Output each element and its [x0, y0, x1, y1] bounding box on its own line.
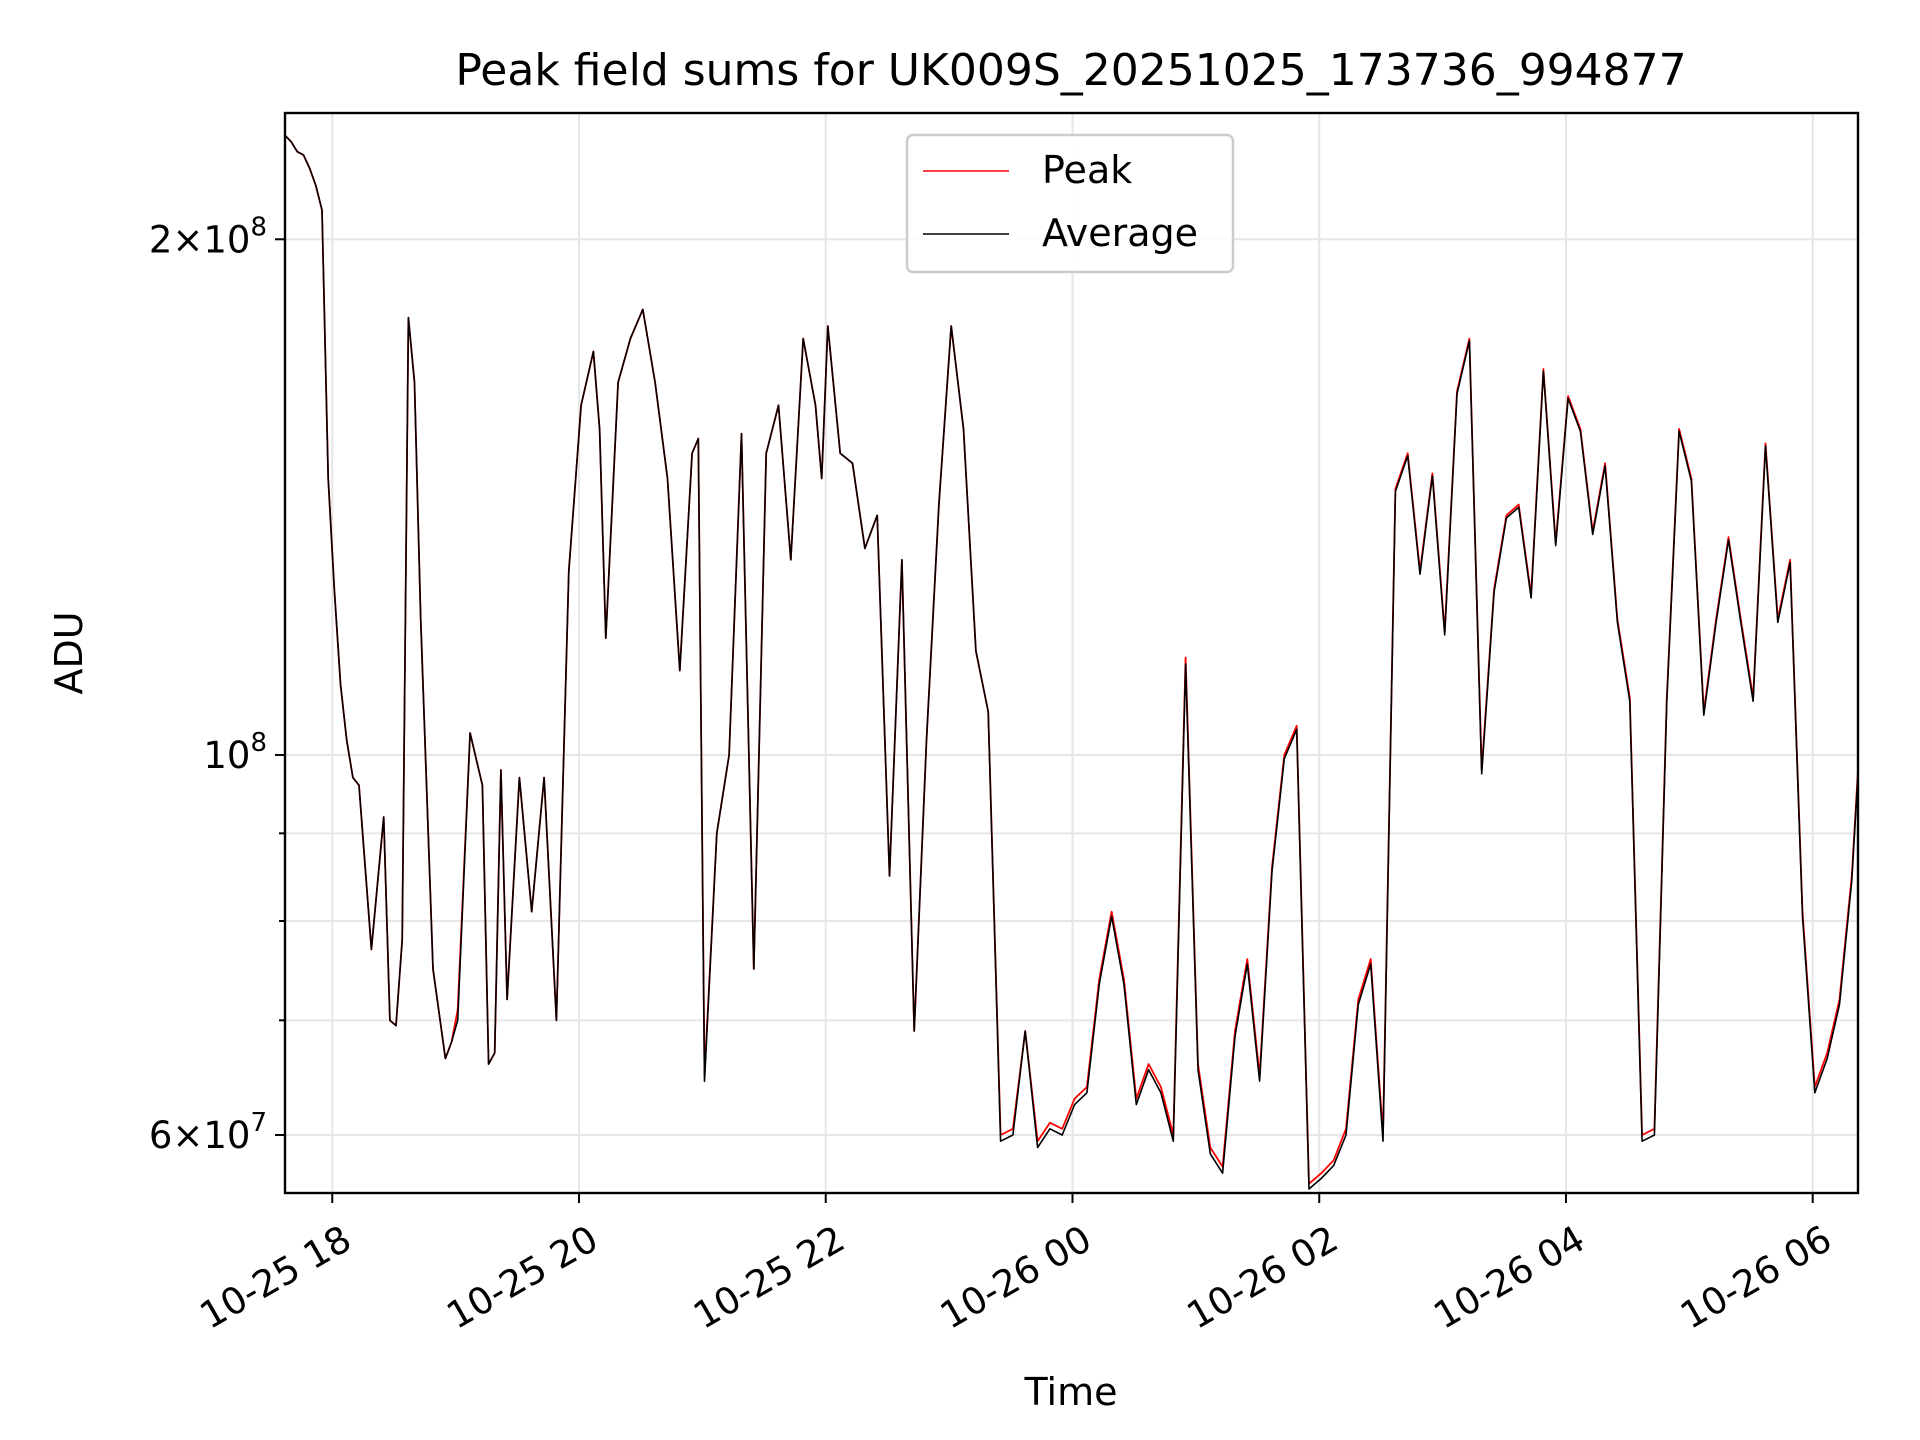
y-axis-label: ADU [47, 611, 91, 694]
legend-peak-label: Peak [1042, 148, 1132, 192]
x-axis: 10-25 18 10-25 20 10-25 22 10-26 00 10-26 02… [193, 1193, 1839, 1338]
series-layer [285, 134, 1858, 1190]
x-tick-label: 10-25 22 [686, 1217, 852, 1337]
y-tick-label: 2×108 [149, 212, 267, 261]
chart-title: Peak field sums for UK009S_20251025_1737… [455, 45, 1686, 96]
legend-average-label: Average [1042, 211, 1198, 255]
y-tick-label-base: 2×10 [149, 218, 251, 261]
x-tick-label: 10-25 20 [440, 1217, 606, 1337]
legend-box [905, 133, 1235, 274]
x-tick-label: 10-26 02 [1180, 1217, 1346, 1337]
y-tick-label-exponent: 8 [250, 728, 267, 758]
legend: Peak Average [905, 133, 1235, 274]
y-tick-label-base: 6×10 [149, 1114, 251, 1157]
x-axis-label: Time [1024, 1370, 1118, 1414]
y-tick-label-exponent: 8 [250, 212, 267, 242]
x-tick-label: 10-25 18 [193, 1217, 359, 1337]
x-tick-label: 10-26 00 [933, 1217, 1099, 1337]
y-tick-label-base: 10 [203, 734, 250, 777]
x-tick-label: 10-26 06 [1673, 1217, 1839, 1337]
series-line-average [285, 134, 1858, 1190]
x-tick-label: 10-26 04 [1427, 1217, 1593, 1337]
y-tick-label: 108 [203, 728, 267, 777]
y-tick-label: 6×107 [149, 1108, 267, 1157]
y-tick-label-exponent: 7 [250, 1108, 267, 1138]
